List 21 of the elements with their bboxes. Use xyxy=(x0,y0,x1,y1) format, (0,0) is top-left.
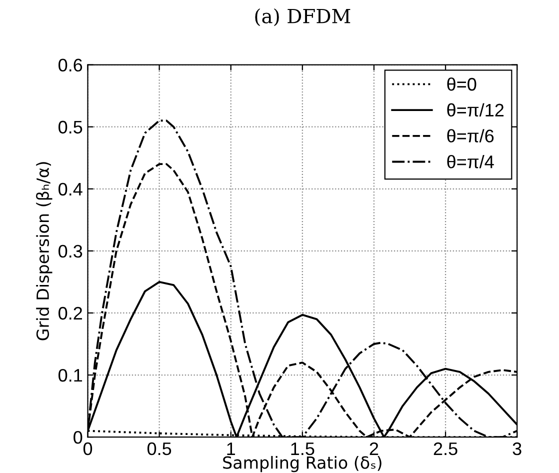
y-tick-label: 0.3 xyxy=(58,244,82,258)
x-tick-label: 2.5 xyxy=(434,442,458,456)
legend-label: θ=π/6 xyxy=(447,129,494,142)
y-tick-label: 0.2 xyxy=(58,306,82,320)
y-axis-title: Grid Dispersion (βₕ/α) xyxy=(36,162,52,340)
x-axis-title: Sampling Ratio (δₛ) xyxy=(223,456,382,472)
x-tick-label: 2 xyxy=(370,442,378,455)
y-tick-label: 0 xyxy=(74,430,82,444)
x-tick-label: 0.5 xyxy=(147,442,172,456)
y-tick-label: 0.5 xyxy=(58,120,82,134)
y-tick-label: 0.4 xyxy=(58,182,82,196)
chart-title: (a) DFDM xyxy=(255,8,350,26)
x-tick-label: 3 xyxy=(512,442,522,456)
y-tick-label: 0.6 xyxy=(58,58,82,72)
x-tick-label: 0 xyxy=(83,442,92,456)
x-tick-label: 1.5 xyxy=(291,442,314,456)
legend-label: θ=π/12 xyxy=(447,103,504,117)
y-tick-label: 0.1 xyxy=(58,368,82,382)
legend-label: θ=0 xyxy=(447,77,476,91)
legend-label: θ=π/4 xyxy=(447,155,494,168)
x-tick-label: 1 xyxy=(227,442,236,455)
